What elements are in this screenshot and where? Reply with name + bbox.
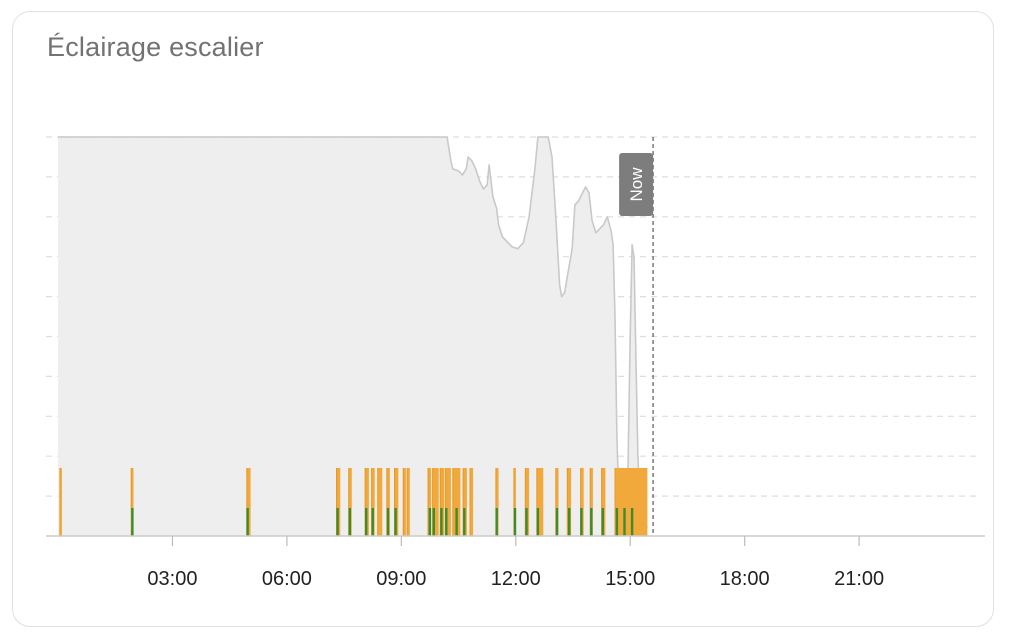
light-on-bar-22 (536, 468, 544, 536)
x-tick-label-4: 15:00 (605, 568, 655, 590)
light-on-bar-9 (394, 468, 399, 536)
x-tick-label-6: 21:00 (834, 568, 884, 590)
x-tick-label-1: 06:00 (262, 568, 312, 590)
light-on-bar-23 (555, 468, 559, 536)
light-on-bar-2 (246, 468, 251, 536)
light-on-bar-18 (470, 468, 474, 536)
light-on-bar-3 (336, 468, 341, 536)
motion-marker-15 (513, 508, 517, 536)
x-tick-label-2: 09:00 (376, 568, 426, 590)
light-on-bar-24 (567, 468, 572, 536)
light-on-bar-21 (525, 468, 530, 536)
motion-marker-5 (371, 508, 374, 536)
light-on-bar-7 (377, 468, 383, 536)
motion-marker-24 (623, 508, 626, 536)
light-on-bar-6 (371, 468, 375, 536)
light-on-bar-0 (59, 468, 62, 536)
light-on-bar-27 (601, 468, 606, 536)
light-on-bar-14 (440, 468, 444, 536)
motion-marker-3 (348, 508, 351, 536)
light-on-bar-17 (463, 468, 467, 536)
light-on-bar-1 (131, 468, 134, 536)
x-axis: 03:00 06:00 09:00 12:00 15:00 18:00 21:00 (46, 535, 985, 590)
motion-marker-4 (365, 508, 368, 536)
motion-marker-8 (428, 508, 432, 536)
motion-marker-6 (386, 508, 390, 536)
motion-marker-7 (394, 508, 397, 536)
now-badge (619, 153, 654, 216)
illuminance-area-fill (58, 137, 648, 536)
motion-marker-0 (131, 508, 134, 536)
motion-marker-22 (601, 508, 604, 536)
now-label: Now (627, 167, 646, 202)
motion-marker-12 (455, 508, 458, 536)
motion-marker-25 (630, 508, 634, 536)
motion-marker-21 (590, 508, 593, 536)
motion-marker-23 (615, 508, 619, 536)
motion-marker-14 (495, 508, 498, 536)
x-tick-label-3: 12:00 (491, 568, 541, 590)
light-on-bar-8 (386, 468, 390, 536)
motion-markers (131, 508, 634, 536)
motion-marker-13 (463, 508, 466, 536)
light-on-bar-11 (407, 468, 410, 536)
x-tick-label-0: 03:00 (147, 568, 197, 590)
illuminance-area (58, 136, 648, 536)
light-on-bar-12 (428, 468, 432, 536)
motion-marker-11 (445, 508, 448, 536)
motion-marker-2 (336, 508, 339, 536)
light-on-bar-20 (513, 468, 516, 536)
light-on-bar-19 (495, 468, 499, 536)
now-marker: Now (619, 137, 654, 536)
light-on-bar-5 (365, 468, 369, 536)
light-on-bar-26 (590, 468, 593, 536)
motion-marker-1 (246, 508, 249, 536)
card-title: Éclairage escalier (47, 32, 264, 62)
motion-marker-17 (536, 508, 540, 536)
motion-marker-9 (432, 508, 435, 536)
motion-marker-10 (440, 508, 443, 536)
light-on-bar-16 (452, 468, 461, 536)
light-on-bar-15 (445, 468, 451, 536)
light-on-bar-10 (403, 468, 406, 536)
motion-marker-20 (580, 508, 583, 536)
light-on-bar-4 (348, 468, 352, 536)
light-on-bar-13 (432, 468, 439, 536)
motion-marker-19 (568, 508, 571, 536)
motion-marker-16 (525, 508, 528, 536)
light-on-bar-25 (580, 468, 584, 536)
motion-marker-18 (555, 508, 559, 536)
x-tick-label-5: 18:00 (720, 568, 770, 590)
